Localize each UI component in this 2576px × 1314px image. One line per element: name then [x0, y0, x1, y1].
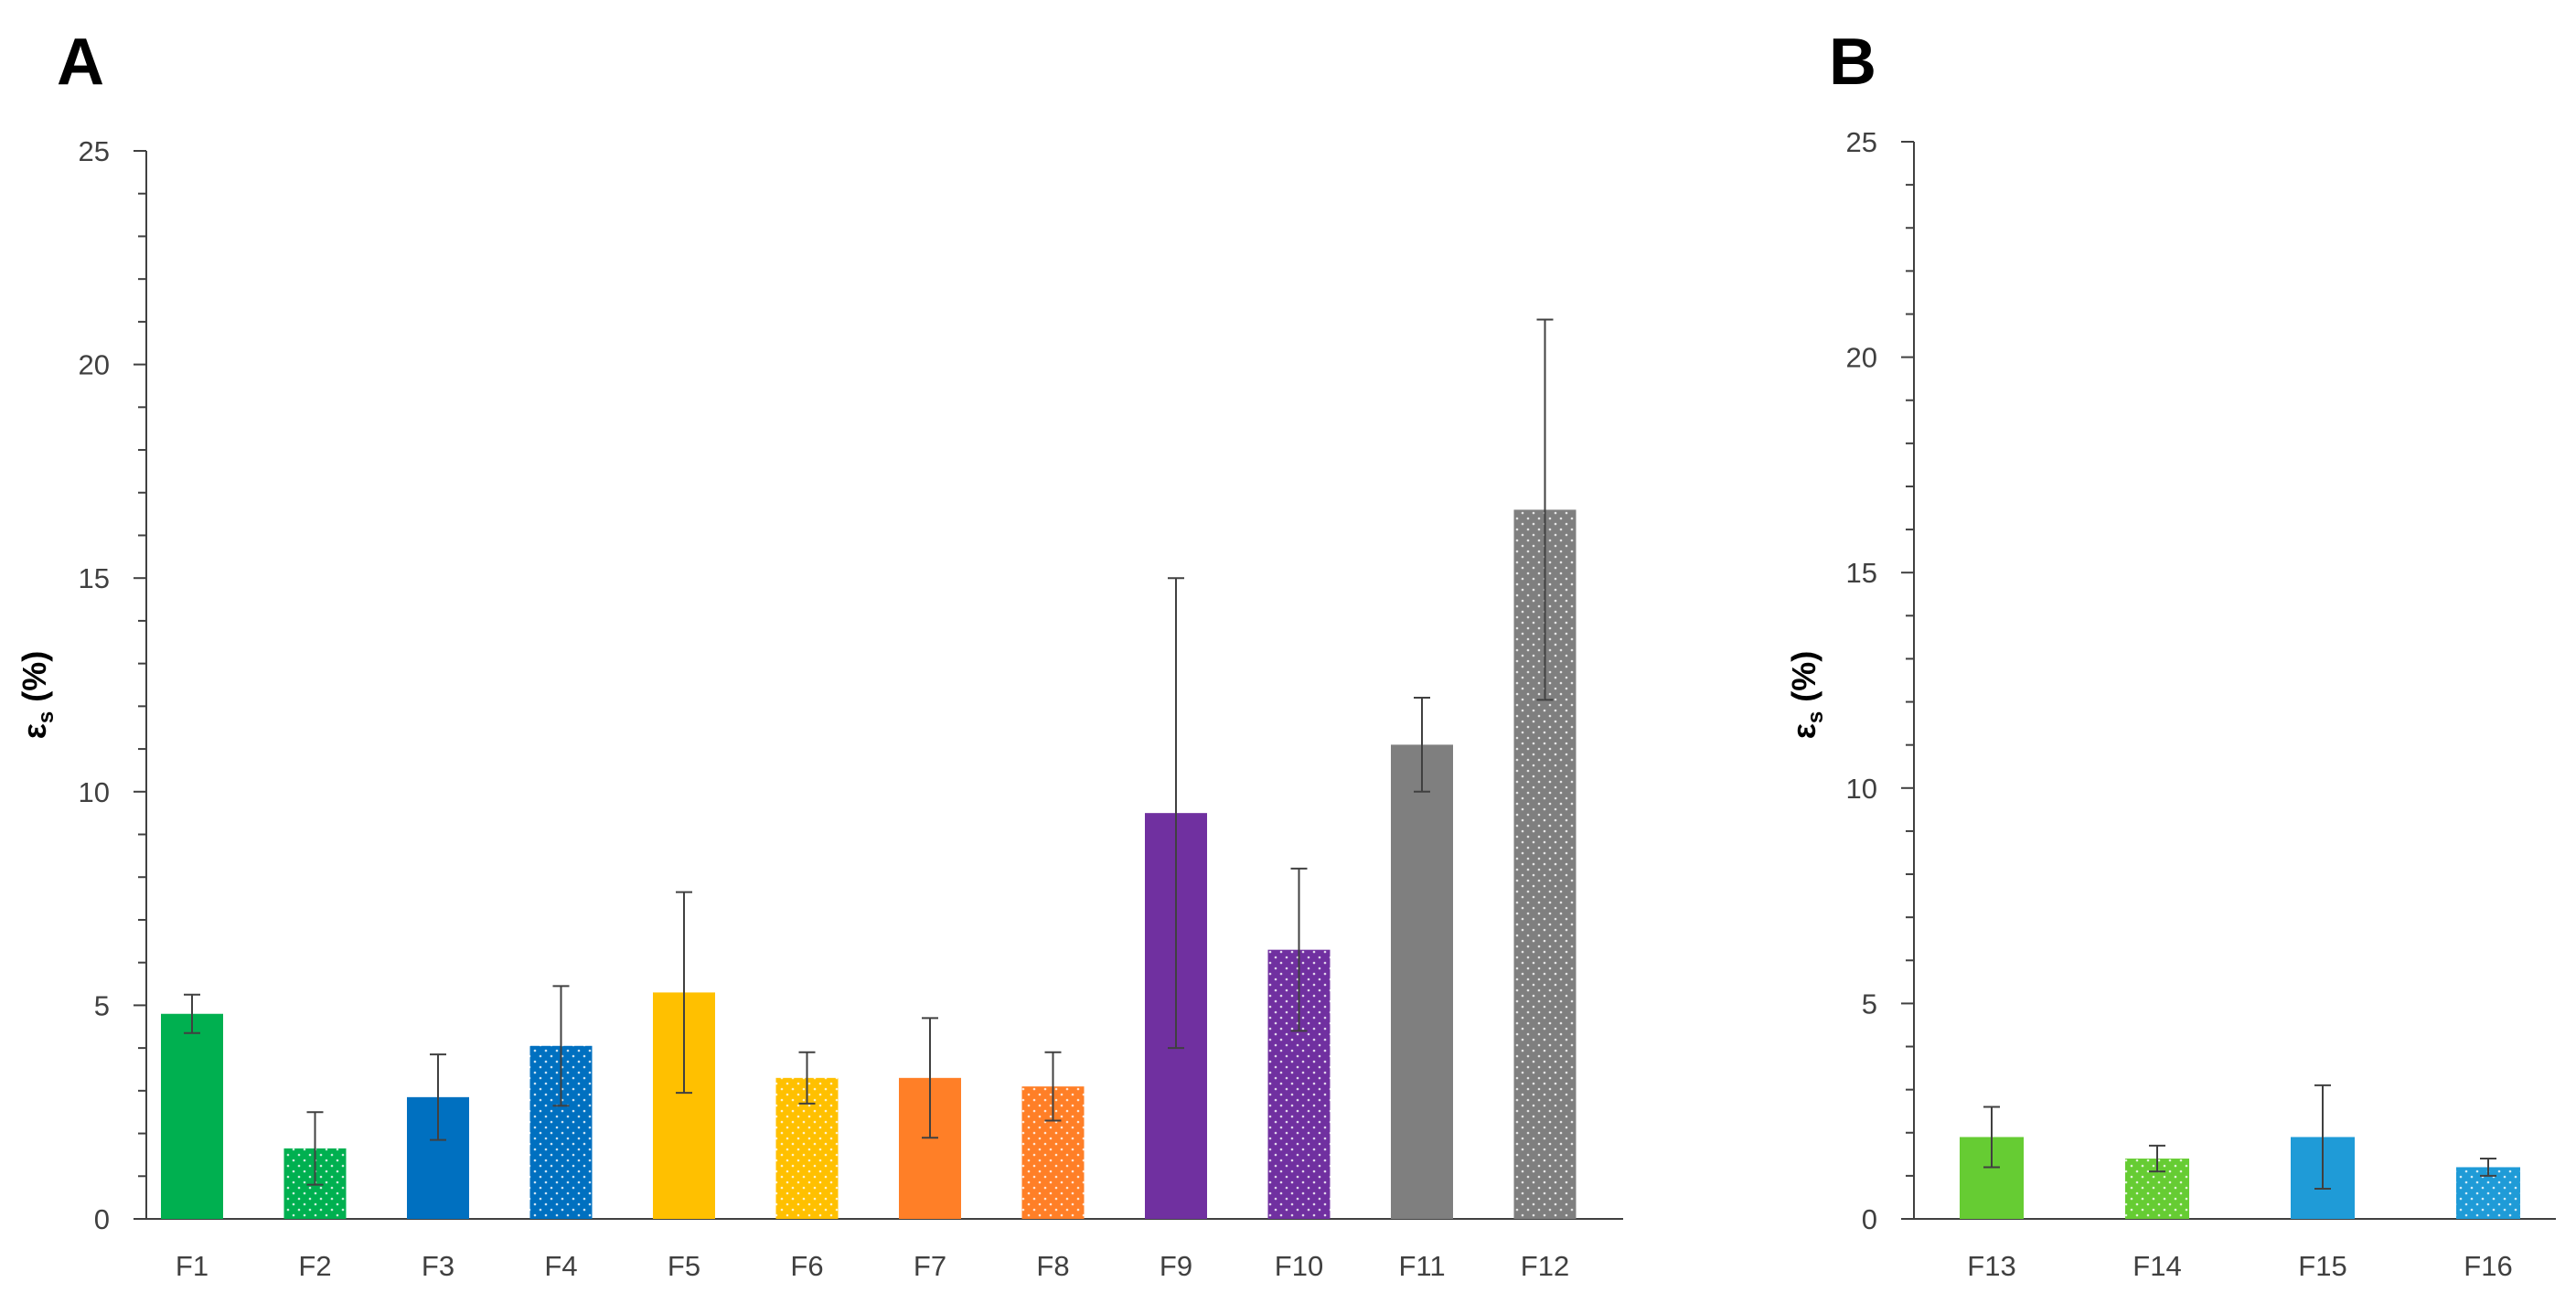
- panel-b-x-tick-label-f16: F16: [2464, 1250, 2512, 1282]
- panel-a-y-axis-label: εs (%): [16, 651, 59, 739]
- panel-a-y-tick-label: 20: [79, 349, 110, 381]
- panel-a-bar-f11: [1391, 744, 1453, 1219]
- panel-a-bar-f1: [161, 1013, 223, 1219]
- panel-a-x-tick-label-f6: F6: [790, 1250, 823, 1282]
- panel-b-y-axis-label-tail: (%): [1785, 651, 1822, 711]
- panel-a-x-tick-label-f7: F7: [914, 1250, 946, 1282]
- panel-a-x-tick-label-f9: F9: [1160, 1250, 1192, 1282]
- panel-a-y-tick-label: 5: [94, 989, 110, 1021]
- panel-a-x-tick-label-f8: F8: [1036, 1250, 1069, 1282]
- panel-b-y-tick-label: 5: [1862, 988, 1877, 1020]
- panel-b-y-tick-label: 0: [1862, 1203, 1877, 1235]
- panel-b-x-tick-label-f14: F14: [2132, 1250, 2181, 1282]
- panel-a-x-tick-label-f10: F10: [1275, 1250, 1323, 1282]
- panel-b-y-tick-label: 15: [1846, 557, 1877, 589]
- panel-a-y-tick-label: 0: [94, 1203, 110, 1235]
- panel-b-letter: B: [1829, 26, 1876, 99]
- panel-a-letter: A: [57, 26, 104, 99]
- panel-a-axes: 0 5 10 15 20 25 F1 F2 F3 F4 F5 F6 F7 F8 F9 F10 F11 F12: [79, 135, 1623, 1282]
- panel-a-x-tick-label-f2: F2: [298, 1250, 331, 1282]
- panel-a-x-tick-label-f1: F1: [176, 1250, 208, 1282]
- panel-b-y-axis-label-main: ε: [1785, 723, 1822, 739]
- panel-b-y-tick-label: 20: [1846, 342, 1877, 374]
- panel-a-bars: [161, 318, 1577, 1219]
- panel-a-x-tick-label-f3: F3: [422, 1250, 454, 1282]
- panel-a-x-tick-label-f5: F5: [668, 1250, 700, 1282]
- panel-b-y-tick-label: 25: [1846, 126, 1877, 158]
- panel-a-y-axis-label-main: ε: [16, 723, 53, 739]
- panel-a-y-tick-label: 25: [79, 135, 110, 167]
- panel-a-y-axis-label-tail: (%): [16, 651, 53, 711]
- panel-b-axes: 0 5 10 15 20 25 F13 F14 F15 F16: [1846, 126, 2556, 1282]
- panel-b: B εs (%) 0 5 10 15 20 25 F13 F14 F15 F16: [1785, 26, 2556, 1282]
- panel-a-y-axis-label-sub: s: [34, 711, 59, 723]
- panel-b-x-tick-label-f13: F13: [1967, 1250, 2015, 1282]
- panel-a-x-tick-label-f12: F12: [1521, 1250, 1569, 1282]
- panel-a-x-tick-label-f11: F11: [1398, 1250, 1445, 1282]
- panel-b-x-tick-label-f15: F15: [2298, 1250, 2346, 1282]
- panel-b-y-tick-label: 10: [1846, 773, 1877, 805]
- panel-a-x-tick-label-f4: F4: [544, 1250, 577, 1282]
- panel-b-y-axis-label: εs (%): [1785, 651, 1828, 739]
- panel-b-bars: [1960, 1084, 2520, 1219]
- panel-a: A εs (%) 0 5 10 15 20 25 F1 F2 F3 F4 F5 F6 F7 F8 F9 F10…: [16, 26, 1623, 1282]
- panel-a-y-tick-label: 10: [79, 776, 110, 808]
- panel-a-y-tick-label: 15: [79, 562, 110, 594]
- panel-b-y-axis-label-sub: s: [1803, 711, 1828, 723]
